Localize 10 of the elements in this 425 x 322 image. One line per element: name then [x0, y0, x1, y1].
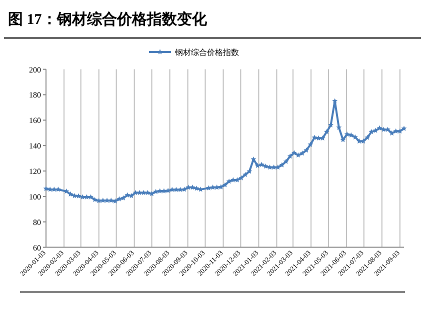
y-tick-label: 100 [29, 192, 41, 202]
y-tick-label: 200 [29, 65, 41, 74]
chart-title: 图 17：钢材综合价格指数变化 [8, 10, 208, 28]
y-tick-label: 80 [33, 218, 41, 227]
y-tick-label: 60 [33, 243, 41, 252]
legend-label: 钢材综合价格指数 [174, 48, 239, 57]
y-tick-label: 160 [29, 116, 41, 126]
y-tick-label: 180 [29, 90, 41, 100]
y-tick-label: 140 [29, 142, 41, 151]
y-tick-label: 120 [29, 167, 41, 176]
